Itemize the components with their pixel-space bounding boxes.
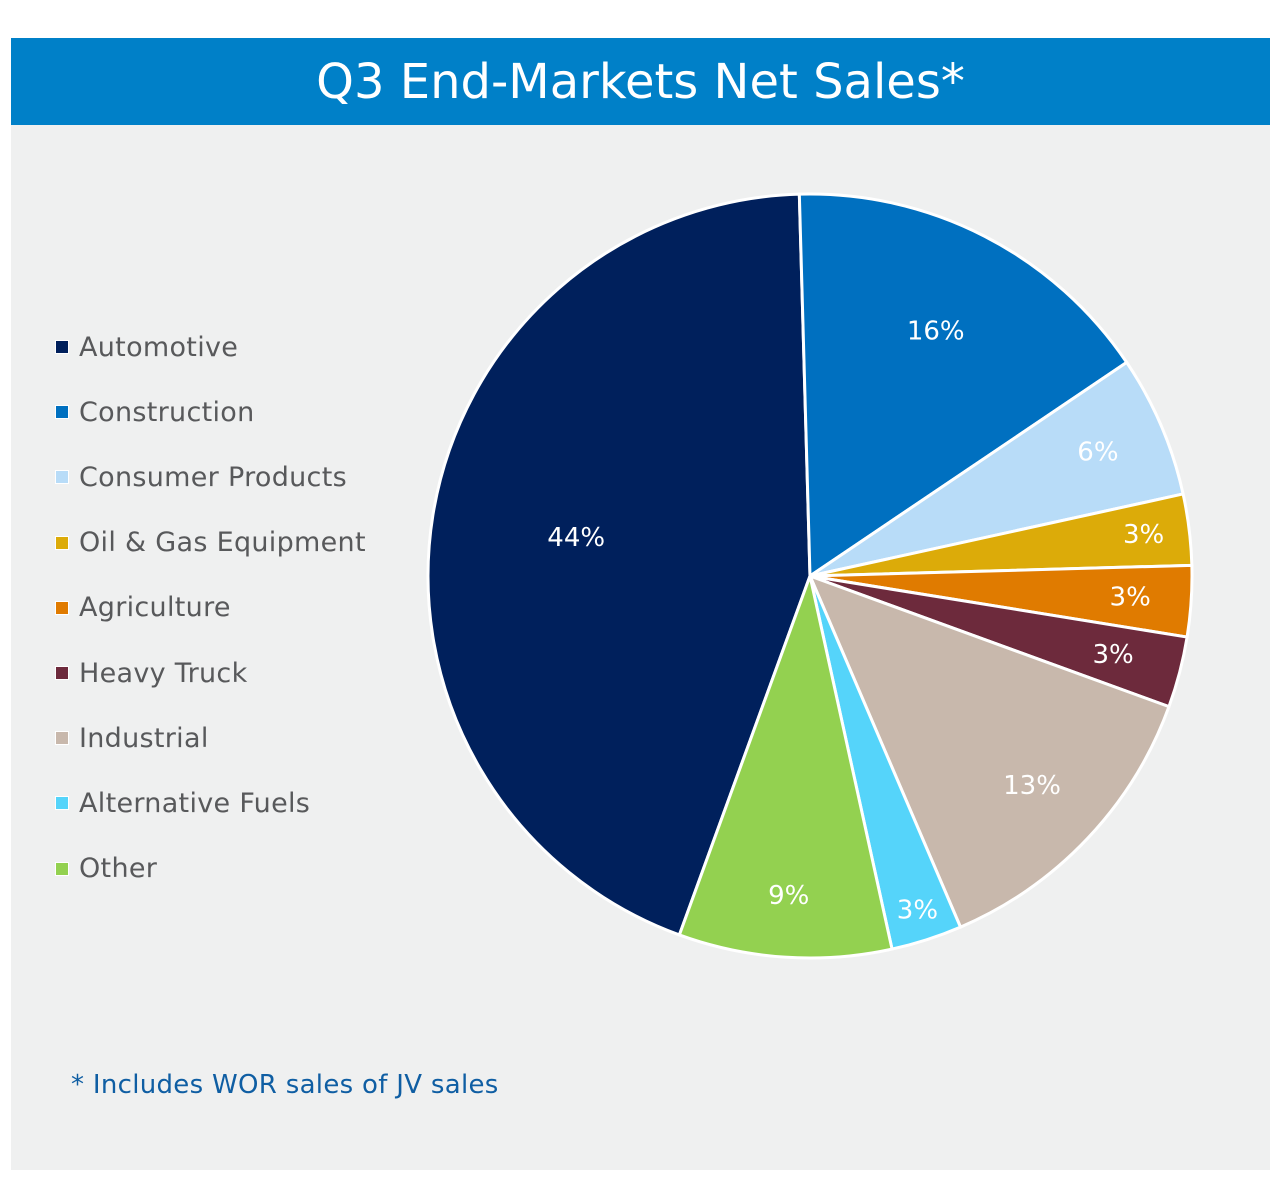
legend-label: Automotive [79, 331, 239, 363]
chart-frame: Q3 End-Markets Net Sales* 44% 16% 6% 3% 3% 3%… [11, 38, 1270, 1170]
legend-swatch [55, 340, 69, 354]
legend-label: Industrial [79, 722, 209, 754]
chart-title: Q3 End-Markets Net Sales* [11, 38, 1270, 125]
slice-label-other: 9% [768, 881, 809, 911]
slice-label-oil-gas-equipment: 3% [1123, 520, 1164, 550]
legend-swatch [55, 796, 69, 811]
pie-slice-consumer-products [808, 360, 1185, 578]
legend-swatch [55, 600, 69, 615]
legend-label: Oil & Gas Equipment [79, 527, 366, 559]
pie-chart: 44% 16% 6% 3% 3% 3% 13% 3% 9% [426, 192, 1194, 960]
legend-item-heavy-truck: Heavy Truck [55, 653, 248, 693]
legend-item-industrial: Industrial [55, 718, 209, 758]
pie-slice-construction [797, 192, 1129, 578]
legend-item-oil-gas-equipment: Oil & Gas Equipment [55, 523, 366, 563]
pie-slice-other [677, 574, 894, 960]
legend-item-construction: Construction [55, 392, 255, 432]
pie-slice-industrial [808, 574, 1171, 929]
pie-slices [426, 192, 1194, 960]
slice-label-alternative-fuels: 3% [897, 896, 938, 926]
slice-label-construction: 16% [907, 316, 965, 346]
pie-slice-automotive [426, 192, 812, 937]
legend-label: Construction [79, 396, 255, 428]
legend-swatch [55, 861, 69, 876]
legend-label: Other [79, 853, 158, 885]
legend-swatch [55, 731, 69, 746]
pie-slice-labels: 44% 16% 6% 3% 3% 3% 13% 3% 9% [547, 316, 1164, 925]
footnote: * Includes WOR sales of JV sales [71, 1070, 499, 1100]
legend-swatch [55, 666, 69, 680]
legend-swatch [55, 405, 69, 420]
legend-item-other: Other [55, 849, 157, 889]
slice-label-automotive: 44% [547, 523, 605, 553]
slice-label-heavy-truck: 3% [1093, 640, 1134, 670]
legend-swatch [55, 535, 69, 550]
legend-item-consumer-products: Consumer Products [55, 457, 347, 497]
legend-item-alternative-fuels: Alternative Fuels [55, 783, 310, 823]
legend-label: Agriculture [79, 592, 231, 624]
legend-label: Consumer Products [79, 461, 347, 493]
slice-label-industrial: 13% [1003, 771, 1061, 801]
slice-label-consumer-products: 6% [1077, 438, 1118, 468]
legend-item-agriculture: Agriculture [55, 588, 231, 628]
legend-item-automotive: Automotive [55, 327, 238, 367]
legend-label: Alternative Fuels [79, 787, 311, 819]
legend-label: Heavy Truck [79, 657, 248, 689]
slice-label-agriculture: 3% [1110, 582, 1151, 612]
legend-swatch [55, 470, 69, 485]
